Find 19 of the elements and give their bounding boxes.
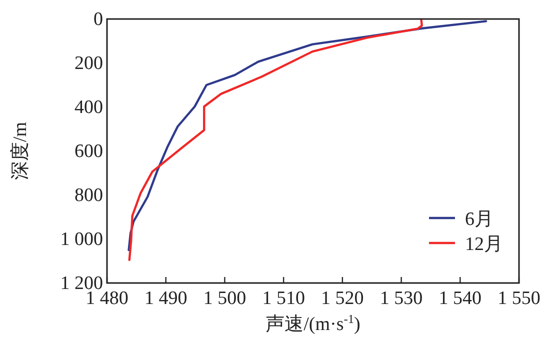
x-tick-label: 1 540	[438, 288, 482, 309]
x-tick-label: 1 520	[321, 288, 364, 309]
x-tick-label: 1 510	[262, 288, 305, 309]
x-axis-title: 声速/(m·s$^{-1}$)	[266, 312, 360, 335]
legend-label: 6月	[465, 209, 494, 230]
x-tick-label: 1 490	[144, 288, 188, 309]
y-axis-title: 深度/m	[9, 122, 31, 180]
y-tick-label: 400	[74, 97, 103, 118]
y-tick-label: 200	[74, 53, 103, 74]
y-tick-label: 1 000	[60, 229, 103, 250]
y-tick-label: 600	[74, 141, 103, 162]
y-tick-label: 800	[74, 185, 103, 206]
x-tick-label: 1 500	[203, 288, 246, 309]
x-tick-label: 1 480	[86, 288, 128, 309]
line-series	[128, 19, 423, 261]
legend-label: 12月	[465, 234, 503, 255]
y-tick-label: 0	[94, 9, 103, 30]
x-tick-label: 1 550	[498, 288, 540, 309]
x-tick-label: 1 530	[380, 288, 423, 309]
